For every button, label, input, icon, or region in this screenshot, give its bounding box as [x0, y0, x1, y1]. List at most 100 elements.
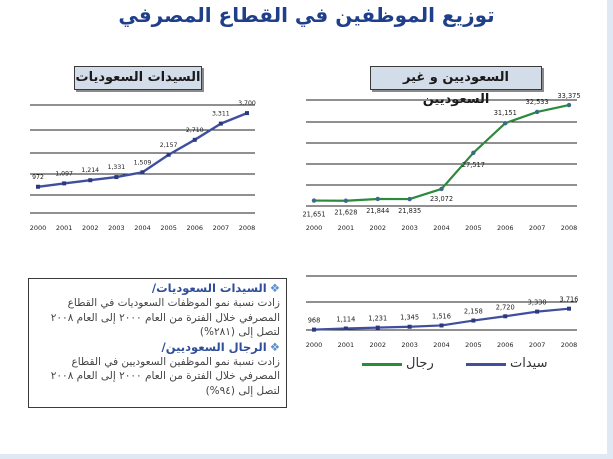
men-info-heading: الرجال السعوديين/	[161, 339, 267, 354]
x-tick-label: 2002	[369, 341, 386, 349]
x-tick-label: 2008	[561, 224, 578, 232]
x-tick-label: 2006	[497, 341, 514, 349]
data-point	[407, 324, 412, 329]
data-point	[343, 326, 348, 331]
x-tick-label: 2001	[56, 224, 73, 232]
total-chart-title: السعوديين و غير السعوديين	[370, 66, 542, 107]
x-tick-label: 2008	[239, 224, 256, 232]
data-point	[471, 150, 476, 155]
data-label: 2,157	[160, 142, 178, 149]
slide-title: توزيع الموظفين في القطاع المصرفي	[118, 3, 495, 27]
data-point	[343, 198, 349, 203]
data-point	[312, 327, 316, 332]
legend-swatch-men	[362, 363, 402, 366]
x-tick-label: 2004	[433, 341, 450, 349]
diamond-bullet-icon: ❖	[269, 281, 280, 295]
data-label: 1,114	[336, 316, 355, 324]
data-label: 1,331	[108, 164, 126, 171]
x-tick-label: 2000	[306, 341, 323, 349]
x-tick-label: 2000	[30, 224, 47, 232]
data-point	[140, 170, 145, 175]
data-label: 21,651	[302, 211, 325, 219]
x-tick-label: 2003	[108, 224, 125, 232]
x-tick-label: 2005	[465, 224, 482, 232]
men-info-heading-row: ❖الرجال السعوديين/	[35, 340, 280, 355]
data-label: 1,214	[81, 167, 99, 174]
data-label: 1,509	[134, 159, 152, 166]
data-point	[567, 306, 571, 311]
legend: رجال سيدات	[362, 356, 548, 372]
data-point	[36, 184, 40, 189]
data-label: 1,345	[400, 314, 419, 322]
data-point	[245, 111, 249, 116]
data-label: 32,533	[526, 98, 549, 106]
data-label: 3,700	[238, 100, 256, 107]
data-label: 2,710	[186, 127, 204, 134]
data-label: 2,720	[496, 303, 515, 311]
slide-border-bottom	[0, 454, 613, 459]
x-tick-label: 2007	[213, 224, 230, 232]
x-tick-label: 2003	[401, 224, 418, 232]
data-point	[407, 196, 412, 202]
x-tick-label: 2006	[497, 224, 514, 232]
data-point	[535, 309, 540, 314]
info-box: ❖السيدات السعوديات/ زادت نسبة نمو الموظف…	[28, 278, 287, 408]
data-point	[503, 314, 508, 319]
data-label: 23,072	[430, 195, 453, 203]
series-line	[313, 104, 570, 202]
women-chart-title: السيدات السعوديات	[74, 66, 202, 90]
x-tick-label: 2008	[561, 341, 578, 349]
data-label: 27,517	[462, 161, 485, 169]
x-tick-label: 2007	[529, 224, 546, 232]
data-point	[218, 121, 223, 126]
data-label: 1,516	[432, 312, 451, 320]
x-tick-label: 2005	[465, 341, 482, 349]
data-label: 21,628	[334, 209, 357, 217]
men-info-text: زادت نسبة نمو الموظفين السعوديين في القط…	[50, 355, 280, 397]
data-point	[534, 109, 540, 115]
x-tick-label: 2004	[433, 224, 450, 232]
x-tick-label: 2005	[160, 224, 177, 232]
data-point	[471, 318, 476, 323]
data-label: 1,231	[368, 315, 387, 323]
data-point	[503, 120, 508, 126]
data-point	[375, 196, 380, 202]
data-point	[439, 186, 444, 192]
x-tick-label: 2001	[338, 341, 355, 349]
x-tick-label: 2006	[186, 224, 203, 232]
data-point	[375, 325, 380, 330]
data-point	[311, 198, 317, 203]
data-point	[166, 152, 171, 157]
data-label: 21,835	[398, 207, 421, 215]
x-tick-label: 2003	[401, 341, 418, 349]
data-label: 968	[308, 317, 321, 325]
data-label: 1,097	[55, 170, 73, 177]
diamond-bullet-icon: ❖	[269, 339, 280, 354]
data-point	[439, 323, 444, 328]
data-label: 2,158	[464, 308, 483, 316]
slide-border-right	[607, 0, 613, 459]
legend-swatch-women	[466, 363, 506, 366]
data-label: 33,375	[557, 92, 580, 100]
legend-label-men: رجال	[406, 356, 434, 371]
x-tick-label: 2001	[338, 224, 355, 232]
data-label: 3,311	[212, 111, 230, 118]
data-label: 31,151	[494, 109, 517, 117]
x-tick-label: 2000	[306, 224, 323, 232]
data-point	[88, 178, 93, 183]
data-label: 3,330	[528, 299, 547, 307]
data-point	[114, 175, 119, 180]
x-tick-label: 2004	[134, 224, 151, 232]
data-label: 972	[32, 174, 44, 181]
data-label: 3,716	[560, 296, 579, 304]
x-tick-label: 2002	[82, 224, 99, 232]
x-tick-label: 2007	[529, 341, 546, 349]
data-point	[62, 181, 67, 186]
legend-label-women: سيدات	[510, 356, 548, 371]
data-point	[192, 137, 197, 142]
x-tick-label: 2002	[369, 224, 386, 232]
data-point	[566, 102, 572, 108]
data-label: 21,844	[366, 207, 389, 215]
